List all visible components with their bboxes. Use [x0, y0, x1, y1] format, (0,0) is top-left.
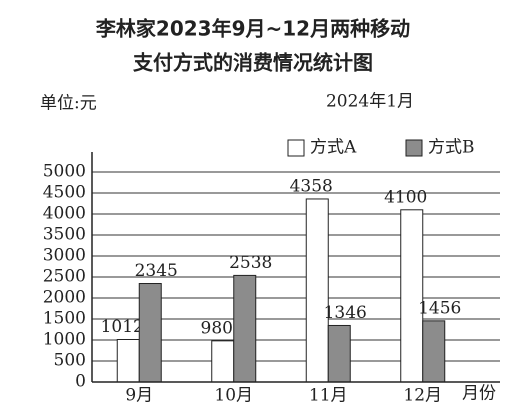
bar — [138, 283, 162, 383]
y-tick-label: 3500 — [43, 225, 86, 245]
legend-swatch — [287, 139, 305, 157]
x-tick-label: 12月 — [403, 386, 442, 406]
data-label: 4358 — [290, 176, 333, 196]
x-tick-label: 10月 — [214, 386, 253, 406]
chart-title: 支付方式的消费情况统计图 — [133, 51, 373, 75]
data-label: 980 — [201, 318, 233, 338]
y-tick-label: 500 — [54, 351, 86, 371]
legend-label: 方式B — [428, 138, 475, 158]
data-label: 2345 — [135, 261, 178, 281]
bar — [422, 320, 446, 383]
y-tick-label: 2000 — [43, 288, 86, 308]
x-tick-label: 11月 — [309, 386, 348, 406]
data-label: 2538 — [229, 253, 272, 273]
chart-subtitle: 2024年1月 — [326, 92, 414, 112]
y-tick-label: 1500 — [43, 309, 86, 329]
y-tick-label: 5000 — [43, 162, 86, 182]
data-label: 1456 — [418, 298, 461, 318]
legend-label: 方式A — [310, 138, 357, 158]
bar — [211, 340, 235, 383]
data-label: 4100 — [384, 187, 427, 207]
legend-swatch — [405, 139, 423, 157]
x-axis-label: 月份 — [462, 384, 496, 404]
y-axis-label: 单位:元 — [40, 94, 97, 114]
y-tick-label: 4500 — [43, 183, 86, 203]
y-tick-label: 0 — [75, 372, 86, 392]
y-tick-label: 4000 — [43, 204, 86, 224]
x-tick-label: 9月 — [125, 386, 153, 406]
y-tick-label: 1000 — [43, 330, 86, 350]
bar — [327, 324, 351, 383]
bar — [116, 338, 140, 383]
y-tick-label: 3000 — [43, 246, 86, 266]
chart-title: 李林家2023年9月~12月两种移动 — [95, 17, 410, 41]
bar — [305, 198, 329, 383]
data-label: 1346 — [324, 303, 367, 323]
bar — [233, 274, 257, 383]
data-label: 1012 — [101, 317, 144, 337]
bar — [400, 209, 424, 383]
y-tick-label: 2500 — [43, 267, 86, 287]
